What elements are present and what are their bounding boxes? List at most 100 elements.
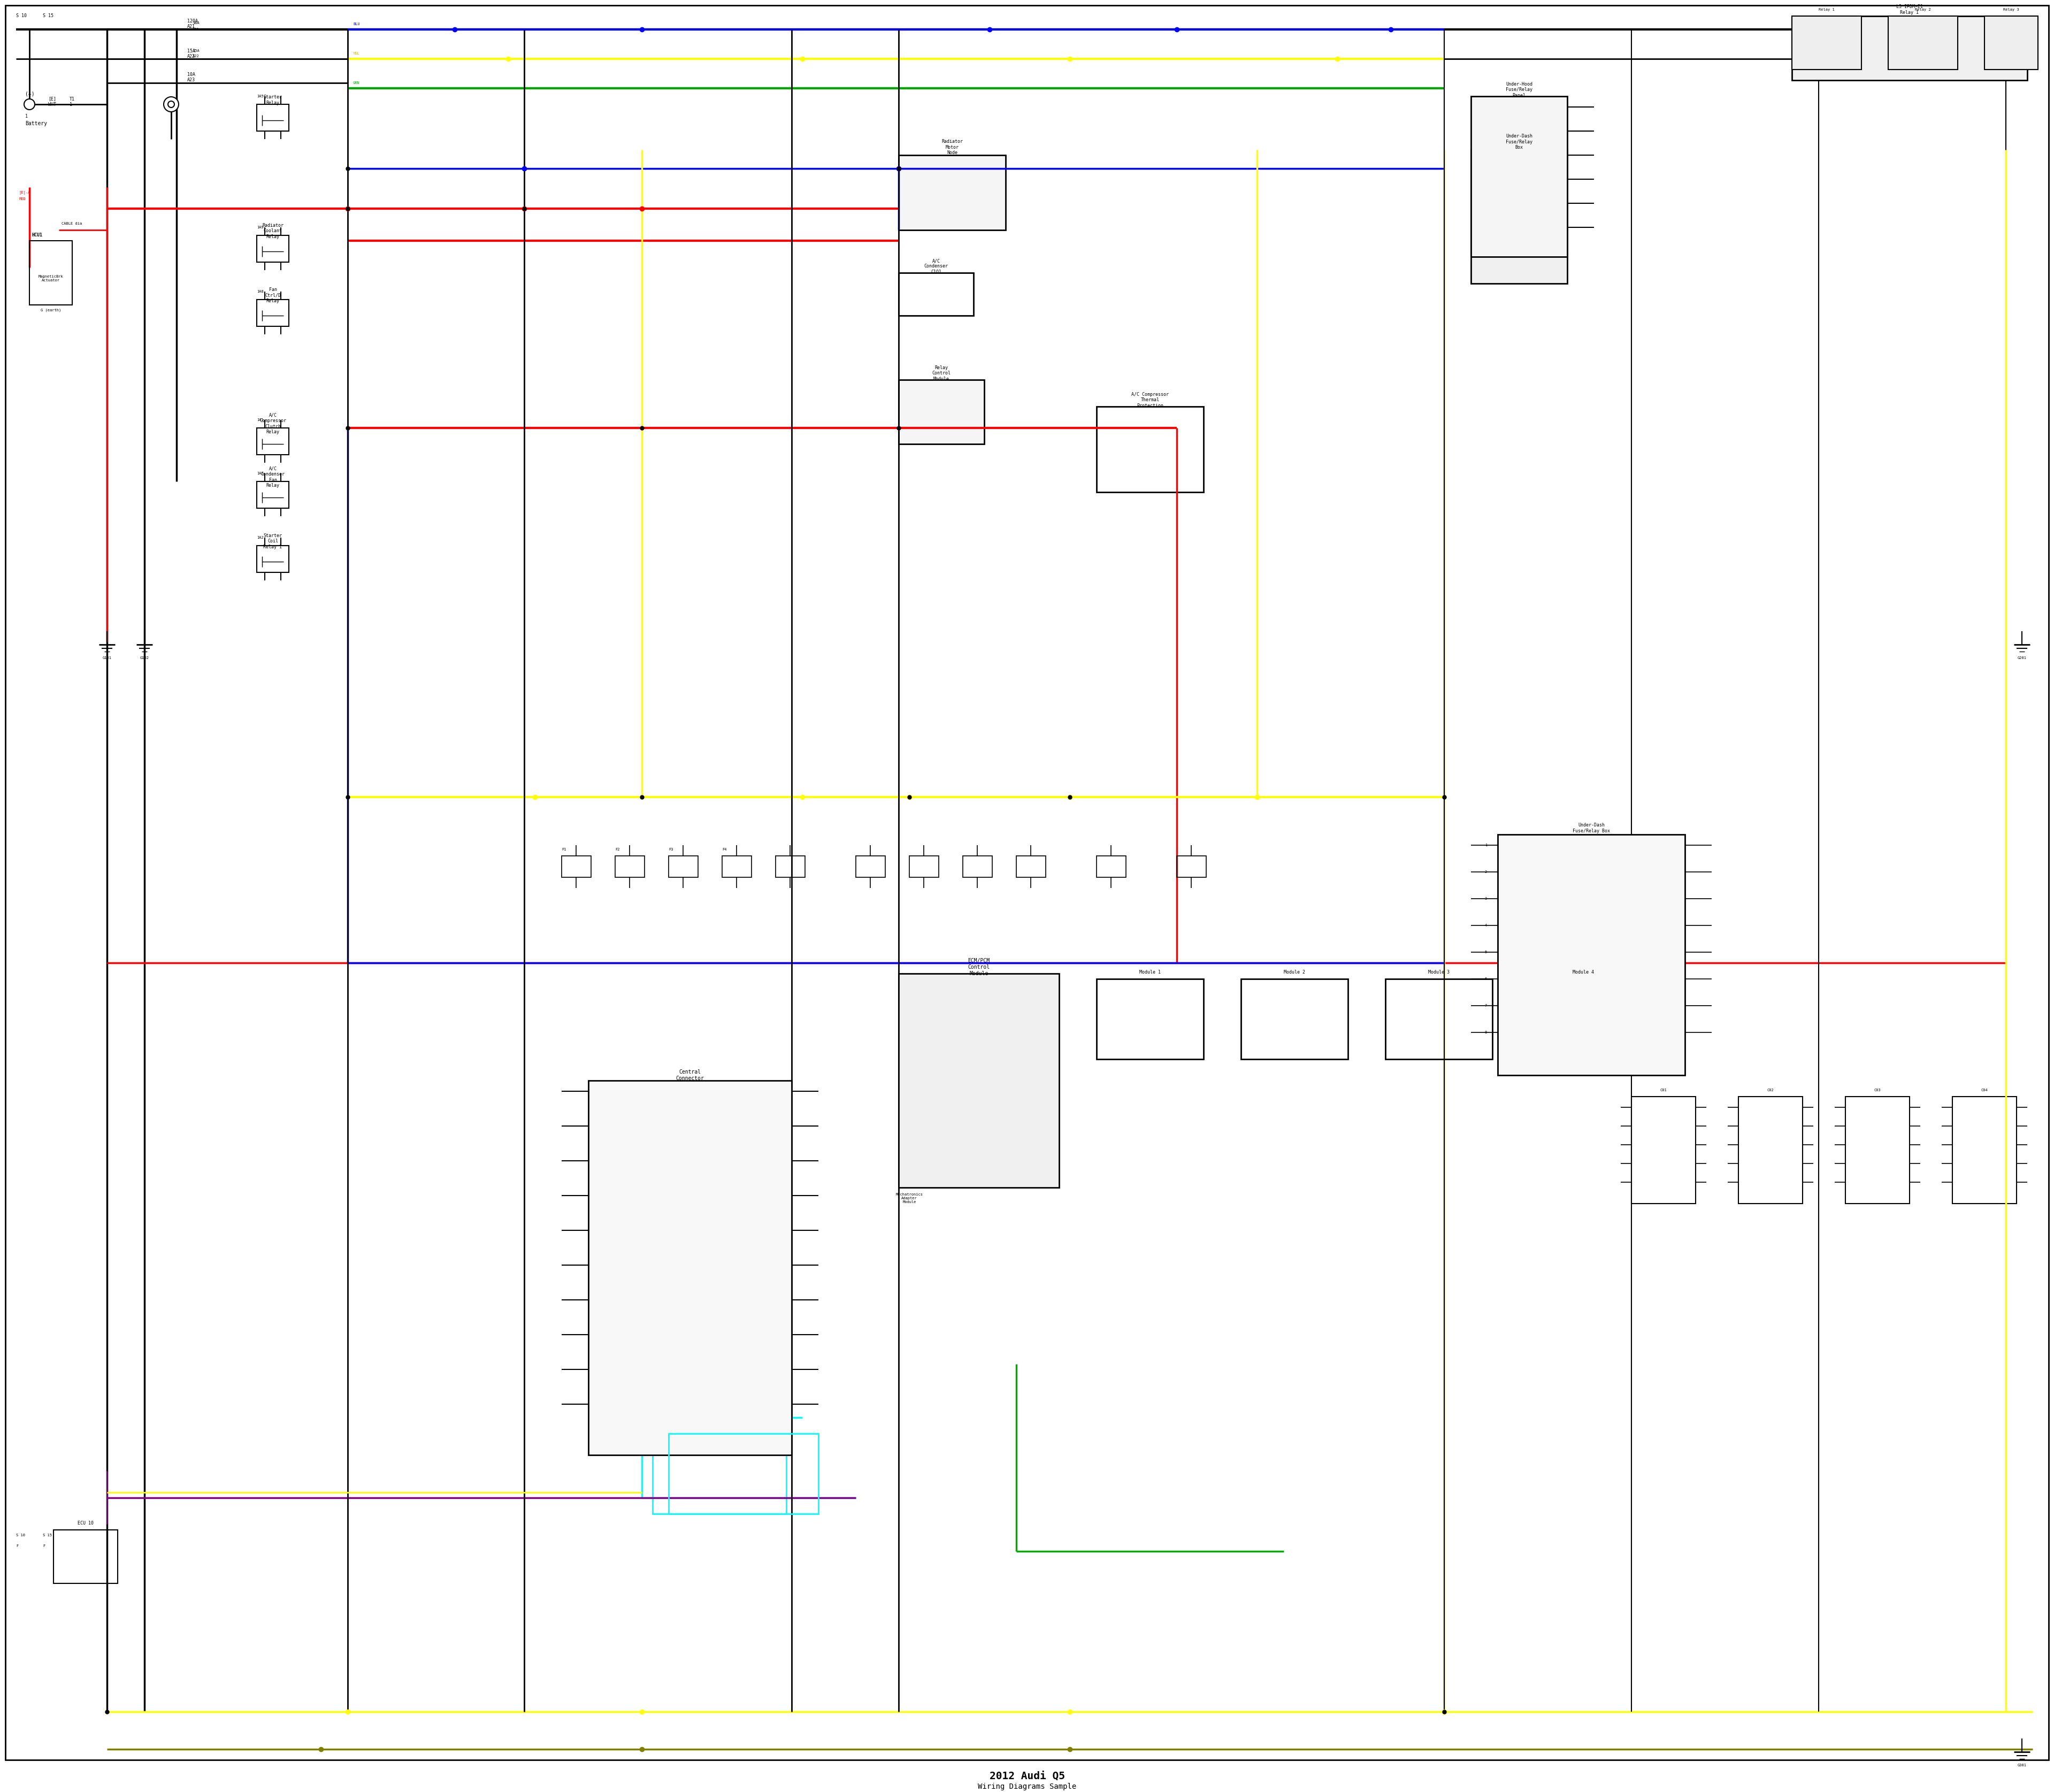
Text: C04: C04: [1980, 1088, 1988, 1091]
Text: Module 4: Module 4: [1573, 969, 1594, 975]
Text: F: F: [16, 1545, 18, 1548]
Text: Battery: Battery: [25, 120, 47, 125]
Text: Module 2: Module 2: [1284, 969, 1304, 975]
Text: 120A: 120A: [187, 20, 197, 23]
Text: [E]-A: [E]-A: [18, 190, 31, 194]
Text: G102: G102: [140, 656, 150, 659]
Text: 6: 6: [1485, 977, 1487, 980]
Text: 1: 1: [1485, 844, 1487, 848]
Text: T1: T1: [70, 97, 74, 102]
Text: A21: A21: [187, 25, 195, 29]
Bar: [1497, 835, 1684, 1075]
Text: Starter
Relay: Starter Relay: [263, 95, 281, 106]
Bar: [670, 857, 698, 878]
Text: C03: C03: [1873, 1088, 1881, 1091]
Circle shape: [168, 100, 175, 108]
Text: 1A5: 1A5: [257, 471, 263, 475]
Bar: [776, 857, 805, 878]
Bar: [900, 156, 1006, 229]
Bar: [1097, 857, 1126, 878]
Text: 3: 3: [1485, 898, 1487, 900]
Text: Under-Dash
Fuse/Relay Box: Under-Dash Fuse/Relay Box: [1573, 823, 1610, 833]
Bar: [1791, 16, 2027, 81]
Text: S 10: S 10: [16, 1534, 25, 1538]
Text: Module 1: Module 1: [1140, 969, 1161, 975]
Text: 4: 4: [1485, 925, 1487, 926]
Text: Central
Connector: Central Connector: [676, 1070, 705, 1081]
Text: 1A5: 1A5: [257, 95, 263, 99]
Bar: [53, 1530, 117, 1584]
Text: 1A8: 1A8: [257, 290, 263, 294]
Bar: [257, 482, 290, 509]
Circle shape: [164, 97, 179, 111]
Text: 7: 7: [1485, 1004, 1487, 1007]
Text: 1A9: 1A9: [257, 226, 263, 229]
Bar: [257, 428, 290, 455]
Text: 1A2: 1A2: [257, 536, 263, 539]
Bar: [561, 857, 592, 878]
Text: BLU: BLU: [353, 23, 359, 25]
Bar: [653, 1444, 787, 1514]
Bar: [1097, 407, 1204, 493]
Text: S 10: S 10: [16, 14, 27, 18]
Bar: [1888, 16, 1957, 70]
Text: [E]: [E]: [47, 97, 55, 102]
Bar: [963, 857, 992, 878]
Text: 2012 Audi Q5: 2012 Audi Q5: [990, 1770, 1064, 1781]
Bar: [257, 235, 290, 262]
Bar: [587, 1081, 791, 1455]
Text: MagneticBrk
Actuator: MagneticBrk Actuator: [39, 274, 64, 281]
Text: Relay 2: Relay 2: [1914, 7, 1931, 11]
Text: A22: A22: [193, 54, 199, 57]
Text: 8: 8: [1485, 1030, 1487, 1034]
Text: Relay 3: Relay 3: [2003, 7, 2019, 11]
Text: G (earth): G (earth): [41, 308, 62, 312]
Text: C01: C01: [1660, 1088, 1668, 1091]
Bar: [670, 1434, 817, 1514]
Bar: [1984, 16, 2038, 70]
Bar: [1631, 1097, 1697, 1204]
Text: (+): (+): [25, 91, 35, 97]
Text: F3: F3: [670, 848, 674, 851]
Text: A23: A23: [187, 77, 195, 82]
Text: A21: A21: [193, 29, 199, 30]
Text: G301: G301: [2017, 1763, 2027, 1767]
Text: C02: C02: [1766, 1088, 1775, 1091]
Text: 15A: 15A: [193, 48, 199, 52]
Bar: [900, 380, 984, 444]
Text: A/C
Condenser
Fan
Relay: A/C Condenser Fan Relay: [261, 466, 286, 487]
Text: HCU1: HCU1: [33, 233, 43, 238]
Text: Under-Dash
Fuse/Relay
Box: Under-Dash Fuse/Relay Box: [1506, 134, 1532, 151]
Text: 2: 2: [1485, 871, 1487, 873]
Text: Under-Hood
Fuse/Relay
Panel: Under-Hood Fuse/Relay Panel: [1506, 82, 1532, 99]
Text: Starter
Coil
Relay 1: Starter Coil Relay 1: [263, 534, 281, 550]
Bar: [900, 973, 1060, 1188]
Text: YEL: YEL: [353, 52, 359, 56]
Text: Radiator
Motor
Node: Radiator Motor Node: [941, 140, 963, 156]
Text: ECU 10: ECU 10: [78, 1521, 94, 1525]
Text: F: F: [43, 1545, 45, 1548]
Text: 1A1: 1A1: [257, 418, 263, 421]
Text: 1: 1: [70, 102, 72, 108]
Text: L5 IPDM-E1
Relay 1: L5 IPDM-E1 Relay 1: [1896, 4, 1923, 14]
Text: CABLE dia: CABLE dia: [62, 222, 82, 226]
Text: ECM/PCM
Control
Module: ECM/PCM Control Module: [967, 959, 990, 977]
Text: S 15: S 15: [43, 14, 53, 18]
Text: Fan
Ctrl/D
Relay: Fan Ctrl/D Relay: [265, 287, 281, 303]
Circle shape: [25, 99, 35, 109]
Text: 15A: 15A: [187, 48, 195, 54]
Bar: [1017, 857, 1045, 878]
Text: Module 3: Module 3: [1428, 969, 1450, 975]
Text: GRN: GRN: [353, 81, 359, 84]
Bar: [257, 299, 290, 326]
Text: A/C Compressor
Thermal
Protection: A/C Compressor Thermal Protection: [1132, 392, 1169, 409]
Text: G101: G101: [103, 656, 111, 659]
Text: 10A: 10A: [187, 72, 195, 77]
Bar: [1097, 978, 1204, 1059]
Bar: [900, 272, 974, 315]
Bar: [1241, 978, 1347, 1059]
Text: G201: G201: [2017, 656, 2027, 659]
Bar: [1471, 151, 1567, 283]
Bar: [257, 104, 290, 131]
Text: 1: 1: [25, 113, 29, 118]
